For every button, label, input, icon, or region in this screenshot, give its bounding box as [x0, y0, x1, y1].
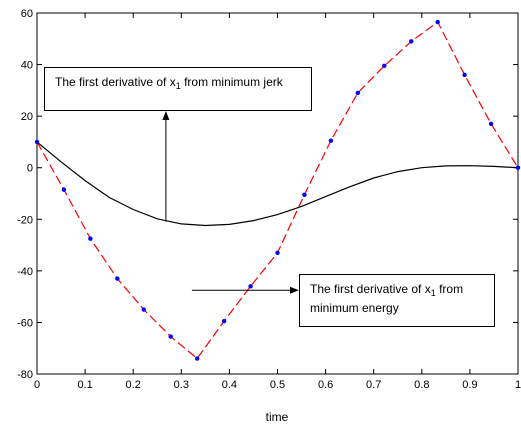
series-line-minimum-jerk: [36, 141, 519, 227]
x-tick-label: 1: [515, 379, 521, 391]
x-tick-label: 0.2: [126, 379, 141, 391]
x-tick-label: 0.1: [77, 379, 92, 391]
x-tick-label: 0: [34, 379, 40, 391]
axis-ticks: 0 0.1 0.2 0.3 0.4 0.5 0.6 0.7 0.8 0.9 1 -80 -60 -40 -2…: [17, 8, 521, 391]
x-axis-title: time: [266, 410, 289, 424]
data-point: [248, 284, 253, 289]
data-point: [168, 334, 173, 339]
annotation-energy-text-end: from: [435, 282, 464, 296]
data-point: [515, 165, 521, 170]
data-point: [328, 138, 334, 143]
y-tick-label: 60: [21, 8, 33, 20]
y-tick-label: -40: [17, 266, 33, 278]
annotation-arrows: [162, 111, 299, 294]
annotation-energy-line2: minimum energy: [310, 301, 399, 316]
y-tick-label: 40: [21, 60, 33, 72]
y-tick-label: -60: [17, 317, 33, 329]
data-point: [462, 72, 467, 78]
annotation-jerk-text-end: from minimum jerk: [180, 75, 283, 89]
data-point: [382, 63, 387, 69]
y-tick-label: -20: [17, 214, 33, 226]
x-tick-label: 0.9: [462, 379, 477, 391]
data-point: [409, 39, 414, 44]
data-point: [488, 121, 494, 127]
data-point: [221, 318, 227, 324]
x-tick-label: 0.4: [222, 379, 237, 391]
data-point: [435, 19, 440, 25]
x-tick-label: 0.7: [366, 379, 381, 391]
data-point: [141, 307, 146, 312]
annotation-jerk-subscript: 1: [175, 81, 181, 91]
annotation-energy-subscript: 1: [430, 288, 436, 298]
y-tick-label: 0: [27, 163, 33, 175]
data-point: [194, 356, 200, 361]
data-point: [115, 276, 120, 281]
annotation-minimum-energy: The first derivative of x1 from minimum …: [299, 274, 495, 327]
x-tick-label: 0.6: [318, 379, 333, 391]
data-point: [302, 192, 307, 197]
annotation-energy-text: The first derivative of x: [310, 282, 431, 296]
arrow-jerk-head: [162, 111, 170, 120]
x-tick-label: 0.5: [270, 379, 285, 391]
annotation-energy-line1: The first derivative of x1 from: [310, 281, 494, 300]
data-point: [34, 139, 40, 145]
data-point: [61, 187, 67, 192]
series-layer: [34, 19, 521, 361]
y-tick-label: 20: [21, 111, 33, 123]
annotation-jerk-text: The first derivative of x: [55, 75, 176, 89]
y-tick-label: -80: [17, 369, 33, 381]
data-point: [275, 250, 280, 256]
x-tick-label: 0.8: [414, 379, 429, 391]
data-point: [88, 236, 93, 241]
x-tick-label: 0.3: [174, 379, 189, 391]
arrow-energy-head: [290, 286, 299, 294]
annotation-minimum-jerk: The first derivative of x1 from minimum …: [44, 67, 312, 111]
data-point: [355, 90, 361, 96]
